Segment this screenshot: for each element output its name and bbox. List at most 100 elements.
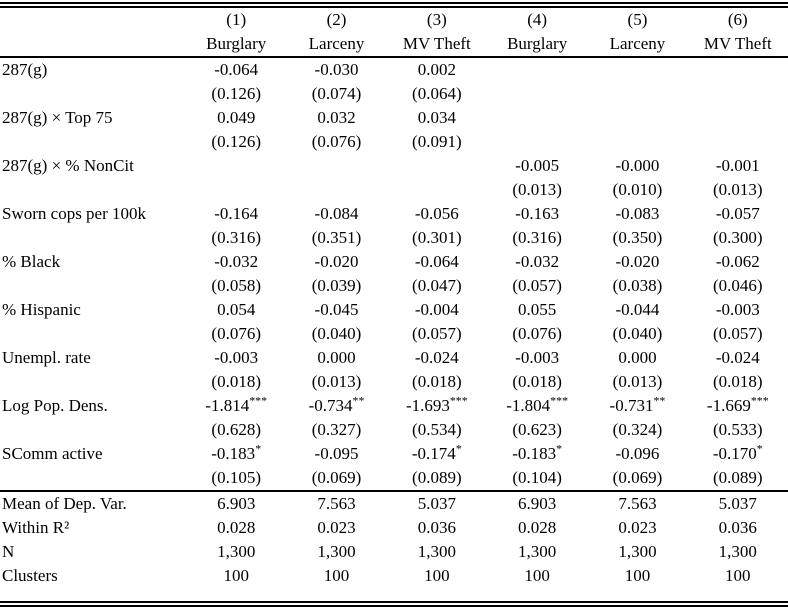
variable-label-spacer [0,370,186,394]
coefficient-cell: 0.055 [518,300,557,319]
summary-cell: 7.563 [587,490,688,516]
stderr-cell: (0.351) [311,228,362,247]
stderr-cell: (0.074) [311,84,362,103]
variable-label: 287(g) × % NonCit [2,156,134,175]
coefficient-cell [688,106,788,130]
variable-label: 287(g) [2,60,48,79]
summary-cell: 6.903 [186,490,287,516]
coefficient-cell: -0.095 [314,444,359,463]
column-number: (6) [727,10,748,29]
summary-row: Mean of Dep. Var. 6.903 7.563 5.037 6.903 7.5… [0,490,788,516]
coefficient-cell: 0.049 [217,108,256,127]
coefficient-cell: -0.004 [414,300,459,319]
stderr-cell [688,130,788,154]
summary-cell: 7.563 [286,490,387,516]
summary-label: N [2,542,15,561]
summary-cell: 0.028 [518,518,557,537]
stderr-cell [688,82,788,106]
coefficients-body: 287(g) -0.064 -0.030 0.002 (0.126) (0.074) (0.… [0,57,788,491]
stderr-cell: (0.316) [512,228,562,247]
summary-cell: 0.023 [618,518,657,537]
coefficient-cell: -0.170* [712,441,763,463]
coefficient-cell [186,154,286,178]
summary-cell: 1,300 [618,542,657,561]
coefficient-cell: -0.024 [414,348,459,367]
coefficient-cell: -0.030 [314,60,359,79]
coefficient-cell: -1.693*** [405,393,468,415]
stderr-cell: (0.126) [211,84,261,103]
coefficient-cell: -0.024 [715,348,760,367]
variable-label: Unempl. rate [2,348,91,367]
significance-stars: *** [449,393,468,408]
stderr-row: (0.013) (0.010) (0.013) [0,178,788,202]
significance-stars: *** [249,393,268,408]
variable-label-spacer [0,274,186,298]
stderr-row: (0.105) (0.069) (0.089) (0.104) (0.069) (0.08… [0,466,788,491]
summary-label: Mean of Dep. Var. [0,490,187,516]
summary-cell: 6.903 [486,490,588,516]
stderr-cell: (0.013) [512,180,562,199]
stderr-cell: (0.350) [612,228,663,247]
stderr-cell: (0.057) [713,324,763,343]
stderr-cell [186,178,286,202]
summary-body: Mean of Dep. Var. 6.903 7.563 5.037 6.903 7.5… [0,490,788,604]
summary-cell: 100 [524,566,550,585]
stderr-cell: (0.327) [311,420,362,439]
stderr-cell: (0.047) [412,276,462,295]
stderr-cell [387,178,487,202]
coefficient-cell [587,106,687,130]
stderr-cell: (0.076) [211,324,261,343]
coefficient-cell: -1.804*** [506,393,569,415]
coefficient-cell: -0.057 [715,204,760,223]
stderr-cell: (0.018) [512,372,562,391]
coefficient-cell [487,106,587,130]
stderr-cell: (0.040) [612,324,663,343]
stderr-cell: (0.534) [412,420,462,439]
column-outcome: Larceny [587,32,688,58]
stderr-cell: (0.104) [512,468,562,487]
coefficient-cell: 0.054 [217,300,256,319]
coefficient-row: % Black -0.032 -0.020 -0.064 -0.032 -0.020 -0.… [0,250,788,274]
stderr-cell: (0.301) [412,228,462,247]
table-header: (1) (2) (3) (4) (5) (6) Burglary Larceny MV The… [0,5,788,58]
stderr-cell [587,82,687,106]
variable-label-spacer [0,322,186,346]
stderr-cell: (0.064) [412,84,462,103]
stderr-cell: (0.040) [311,324,362,343]
stderr-cell: (0.069) [612,468,663,487]
summary-cell: 5.037 [687,490,788,516]
summary-cell: 100 [624,566,651,585]
coefficient-row: Log Pop. Dens. -1.814*** -0.734** -1.693***… [0,394,788,418]
coefficient-cell: -0.000 [615,156,660,175]
summary-cell: 1,300 [518,542,557,561]
summary-cell: 100 [223,566,249,585]
coefficient-row: 287(g) × Top 75 0.049 0.032 0.034 [0,106,788,130]
significance-stars: ** [352,393,365,408]
significance-stars: ** [653,393,666,408]
coefficient-row: SComm active -0.183* -0.095 -0.174* -0.183* -… [0,442,788,466]
stderr-cell: (0.089) [713,468,763,487]
summary-cell: 1,300 [217,542,256,561]
stderr-cell: (0.623) [512,420,562,439]
coefficient-cell: 0.000 [317,348,356,367]
stderr-cell: (0.324) [612,420,663,439]
stderr-row: (0.058) (0.039) (0.047) (0.057) (0.038) (0.04… [0,274,788,298]
coefficient-cell: -0.062 [715,252,760,271]
stderr-cell: (0.089) [412,468,462,487]
coefficient-row: Unempl. rate -0.003 0.000 -0.024 -0.003 0.000… [0,346,788,370]
stderr-row: (0.628) (0.327) (0.534) (0.623) (0.324) (0.53… [0,418,788,442]
variable-label: 287(g) × Top 75 [2,108,113,127]
coefficient-row: 287(g) -0.064 -0.030 0.002 [0,57,788,82]
variable-label: % Hispanic [2,300,81,319]
variable-label-spacer [0,466,186,491]
coefficient-cell: -0.020 [314,252,359,271]
stderr-cell: (0.018) [713,372,763,391]
stderr-cell [487,130,587,154]
stderr-cell: (0.628) [211,420,261,439]
variable-label: SComm active [2,444,103,463]
coefficient-cell [286,154,386,178]
variable-label-spacer [0,82,186,106]
coefficient-cell: -0.003 [515,348,560,367]
column-number: (1) [226,10,247,29]
